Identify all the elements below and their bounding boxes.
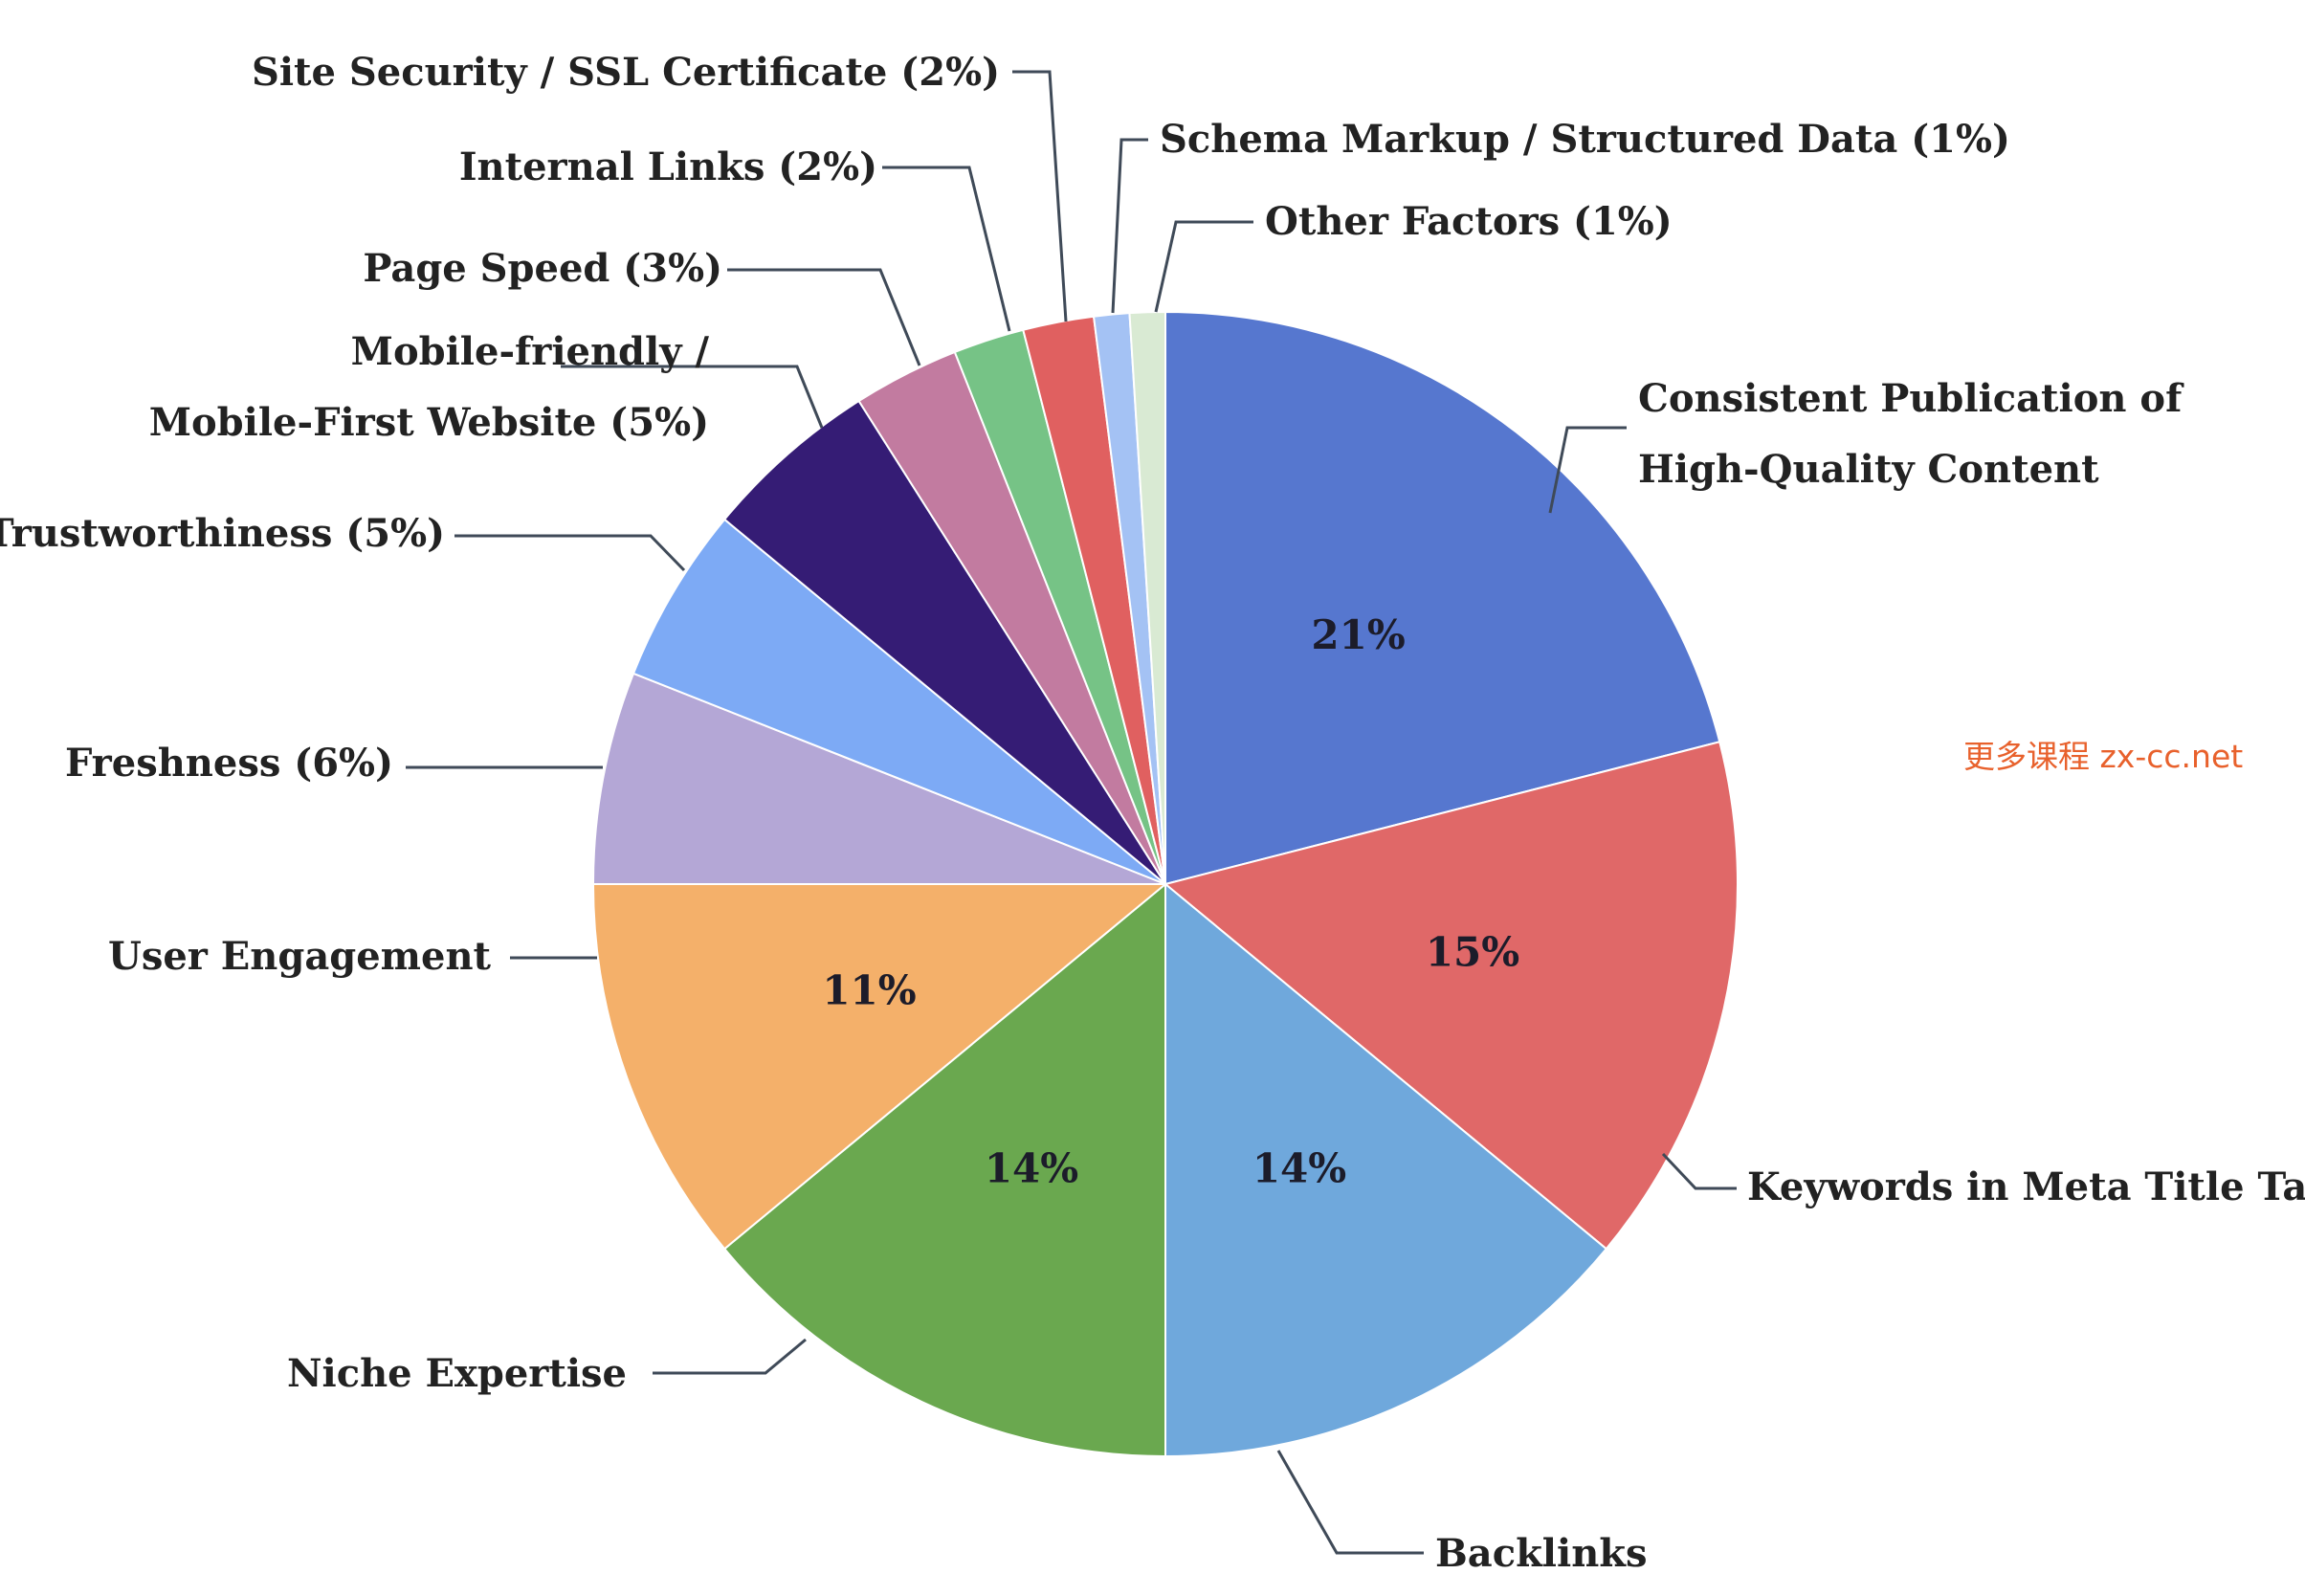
slice-callout-label: Backlinks: [1435, 1531, 1648, 1576]
slice-percent-label: 14%: [1252, 1145, 1346, 1192]
pie-slice-7: [632, 518, 1166, 885]
slice-percent-label: 21%: [1311, 611, 1405, 658]
pie-slice-13: [1128, 310, 1166, 885]
pie-slice-6: [591, 672, 1166, 885]
leader-lines: [406, 70, 1737, 1555]
callout-labels: Consistent Publication of High-Quality Co…: [0, 50, 2305, 1576]
pie-slice-3: [1164, 881, 1608, 1458]
slice-callout-label: User Engagement: [108, 934, 492, 979]
leader-line: [727, 268, 921, 366]
slice-callout-label: Freshness (6%): [65, 741, 393, 786]
leader-line: [454, 534, 686, 572]
leader-line: [1012, 70, 1068, 322]
slice-callout-label: Trustworthiness (5%): [0, 511, 445, 556]
pie-slice-5: [591, 883, 1168, 1251]
slice-callout-label: Schema Markup / Structured Data (1%): [1160, 117, 2010, 162]
leader-line: [653, 1338, 807, 1375]
pie-percent-labels: 21% 15% 14% 14% 11%: [822, 611, 1519, 1192]
pie-slice-4: [722, 881, 1166, 1458]
slice-percent-label: 15%: [1426, 929, 1519, 976]
pie-slice-2: [1163, 741, 1739, 1251]
leader-line: [1548, 426, 1627, 514]
slice-percent-label: 11%: [822, 966, 916, 1013]
slice-callout-label: Other Factors (1%): [1265, 199, 1673, 244]
leader-line: [1111, 138, 1148, 314]
pie-slice-8: [722, 399, 1166, 885]
slice-callout-label: Keywords in Meta Title Tags: [1747, 1164, 2305, 1209]
slice-callout-label: Internal Links (2%): [459, 144, 877, 189]
slice-callout-label: Consistent Publication of High-Quality Co…: [1638, 376, 2184, 492]
leader-line: [1154, 220, 1253, 313]
leader-line: [561, 365, 824, 429]
pie-slice-1: [1164, 310, 1721, 886]
watermark-text: 更多课程 zx-cc.net: [1963, 738, 2244, 775]
slice-percent-label: 14%: [985, 1145, 1078, 1192]
leader-line: [1276, 1450, 1424, 1555]
slice-callout-label: Mobile-friendly / Mobile-First Website (5…: [149, 329, 710, 445]
leader-line: [882, 166, 1011, 332]
slice-callout-label: Site Security / SSL Certificate (2%): [252, 50, 1000, 95]
slice-callout-label: Page Speed (3%): [363, 246, 722, 291]
leader-line: [1661, 1152, 1737, 1190]
pie-slices: [591, 310, 1739, 1458]
slice-callout-label: Niche Expertise: [287, 1351, 627, 1396]
